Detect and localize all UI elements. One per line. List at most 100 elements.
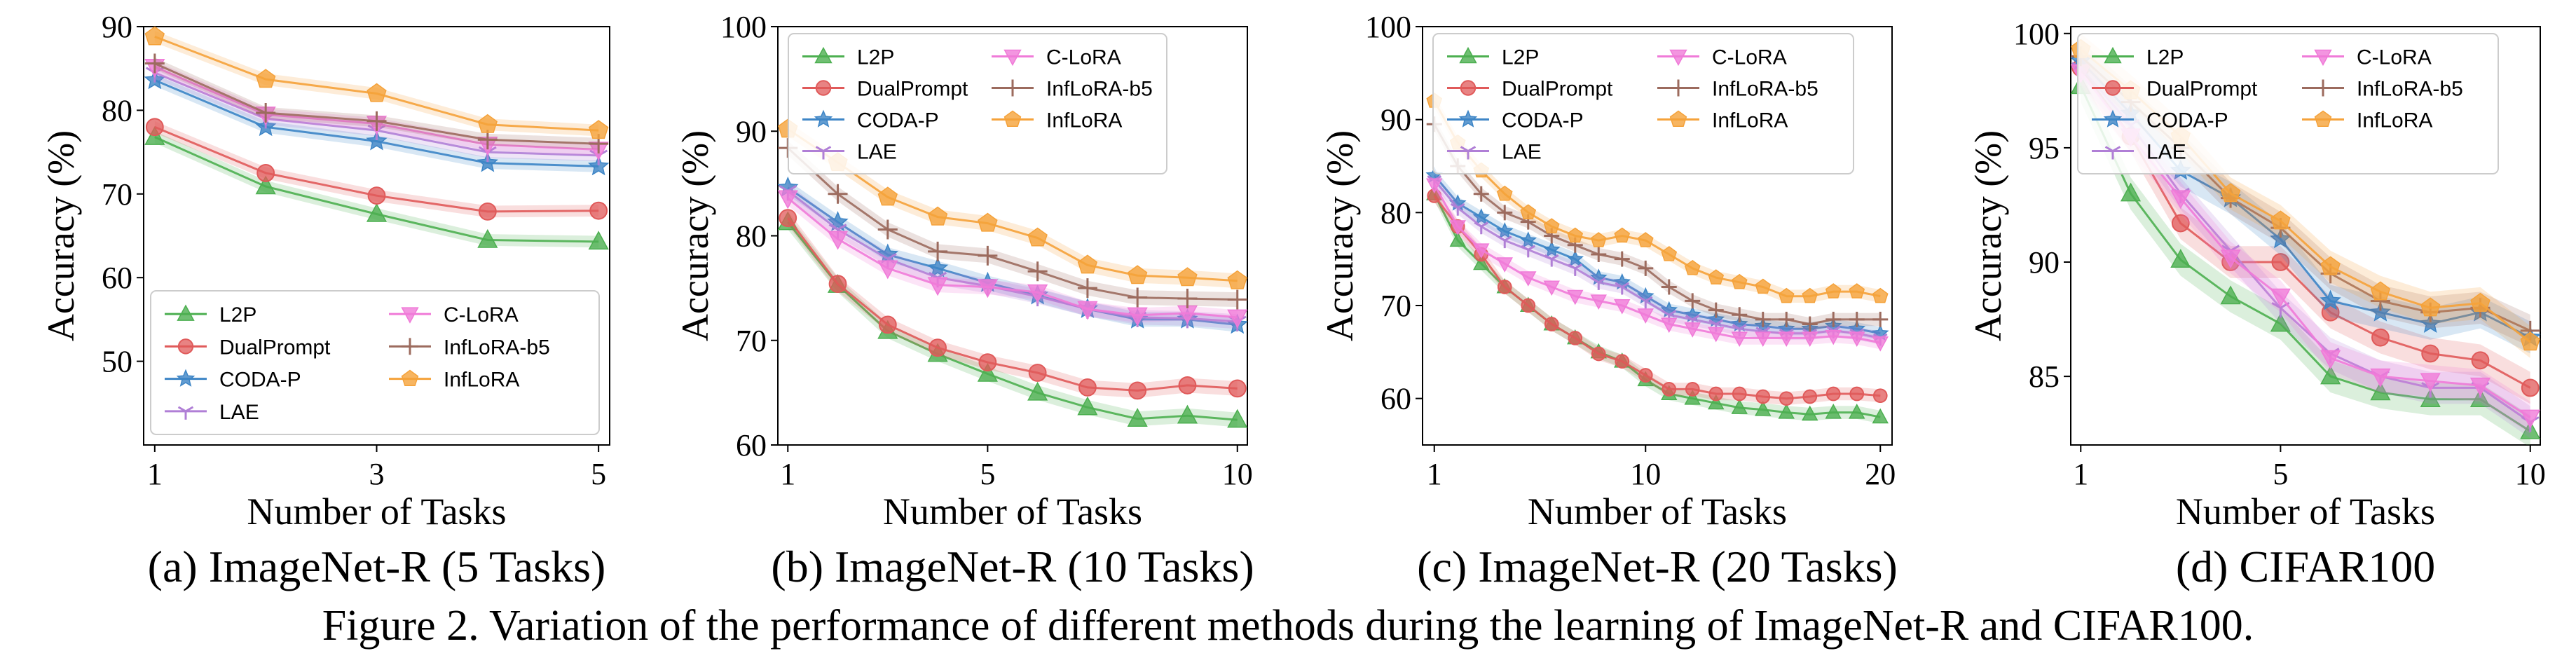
data-point — [2370, 381, 2391, 401]
data-point — [1849, 311, 1865, 327]
panel-caption: (d) CIFAR100 — [2176, 542, 2435, 591]
plot-area — [1425, 92, 1889, 424]
data-point — [477, 130, 498, 150]
x-tick-label: 1 — [780, 457, 795, 491]
plot-area — [778, 118, 1247, 428]
series-line — [787, 190, 1238, 323]
data-point — [367, 186, 386, 205]
data-point — [926, 256, 949, 277]
legend-item: CODA-P — [1447, 109, 1584, 132]
legend-swatch-marker — [1669, 49, 1687, 67]
legend-swatch-marker — [2104, 46, 2122, 64]
y-tick-label: 70 — [736, 324, 767, 358]
data-point — [1227, 289, 1247, 310]
legend-swatch-marker — [1669, 110, 1687, 127]
data-point — [1755, 401, 1772, 416]
series-line — [2079, 85, 2531, 432]
data-point — [1872, 336, 1889, 352]
series-band — [1434, 173, 1881, 345]
data-point — [1614, 251, 1630, 267]
series-inflora — [144, 27, 609, 139]
data-point — [827, 231, 849, 250]
series-band — [2081, 40, 2530, 347]
data-point — [256, 164, 275, 182]
legend-swatch-marker — [401, 307, 419, 324]
y-tick-label: 100 — [720, 10, 767, 44]
data-point — [2471, 351, 2490, 370]
data-point — [1474, 221, 1489, 235]
legend-item: InfLoRA-b5 — [389, 336, 550, 359]
legend-label: InfLoRA — [1046, 109, 1122, 132]
data-point — [1708, 327, 1725, 343]
data-point — [929, 338, 947, 357]
data-point — [1825, 386, 1841, 402]
legend-item: LAE — [802, 141, 897, 164]
series-dualprompt — [1427, 188, 1888, 406]
data-point — [1638, 260, 1654, 276]
data-point — [1473, 243, 1490, 259]
data-point — [1731, 273, 1748, 289]
data-point — [2421, 344, 2440, 363]
data-point — [1521, 298, 1536, 313]
legend-swatch-marker — [177, 304, 195, 321]
data-point — [927, 277, 948, 296]
data-point — [2120, 182, 2142, 202]
data-point — [477, 151, 498, 172]
legend-label: L2P — [219, 303, 256, 327]
series-c-lora — [778, 190, 1247, 329]
legend-label: C-LoRA — [2357, 46, 2432, 69]
data-point — [1567, 227, 1584, 243]
data-point — [477, 228, 498, 248]
y-tick-label: 50 — [102, 345, 132, 379]
data-point — [589, 120, 609, 139]
data-point — [1077, 278, 1097, 299]
series-line — [787, 197, 1238, 319]
data-point — [1127, 408, 1148, 427]
data-point — [1802, 389, 1818, 404]
data-point — [1591, 346, 1606, 362]
data-point — [1591, 247, 1607, 263]
y-axis-label: Accuracy (%) — [40, 130, 82, 341]
x-axis-label: Number of Tasks — [1528, 491, 1787, 533]
data-point — [1614, 299, 1631, 315]
series-line — [787, 221, 1238, 421]
data-point — [1849, 386, 1865, 402]
legend-label: DualPrompt — [857, 78, 968, 101]
series-band — [2081, 51, 2530, 439]
data-point — [1731, 399, 1748, 414]
y-tick-label: 90 — [736, 114, 767, 149]
x-tick-label: 20 — [1865, 457, 1896, 491]
data-point — [2320, 256, 2341, 275]
series-inflora — [2071, 33, 2540, 359]
data-point — [1732, 307, 1748, 323]
data-point — [1128, 381, 1147, 400]
data-point — [1802, 316, 1818, 332]
y-tick-label: 60 — [1381, 382, 1411, 416]
legend-swatch-marker — [401, 369, 419, 387]
data-point — [477, 114, 498, 133]
data-point — [1544, 254, 1559, 267]
data-point — [1755, 311, 1771, 327]
data-point — [144, 53, 165, 74]
legend-label: C-LoRA — [1712, 46, 1787, 69]
data-point — [2271, 253, 2290, 271]
legend-label: LAE — [857, 141, 897, 164]
legend-swatch-marker — [1460, 146, 1477, 160]
data-point — [1473, 186, 1489, 202]
x-axis-label: Number of Tasks — [247, 491, 506, 533]
legend-frame — [2077, 33, 2499, 174]
panel-caption: (a) ImageNet-R (5 Tasks) — [148, 542, 606, 591]
data-point — [1543, 218, 1560, 233]
legend-label: C-LoRA — [1046, 46, 1121, 69]
legend-swatch-marker — [1670, 79, 1687, 97]
legend: L2P DualPrompt CODA-P LAE C-LoRA InfLoRA-b5 In… — [150, 290, 600, 435]
data-point — [1614, 227, 1631, 243]
y-tick-label: 95 — [2029, 131, 2060, 165]
data-point — [1077, 301, 1098, 320]
x-tick-label: 10 — [1222, 457, 1253, 491]
data-point — [2420, 297, 2441, 317]
data-point — [1638, 296, 1653, 309]
legend: L2P DualPrompt CODA-P LAE C-LoRA InfLoRA-b5 In… — [1432, 33, 1854, 174]
plot-frame — [1422, 26, 1893, 446]
y-axis-label: Accuracy (%) — [1319, 130, 1361, 341]
